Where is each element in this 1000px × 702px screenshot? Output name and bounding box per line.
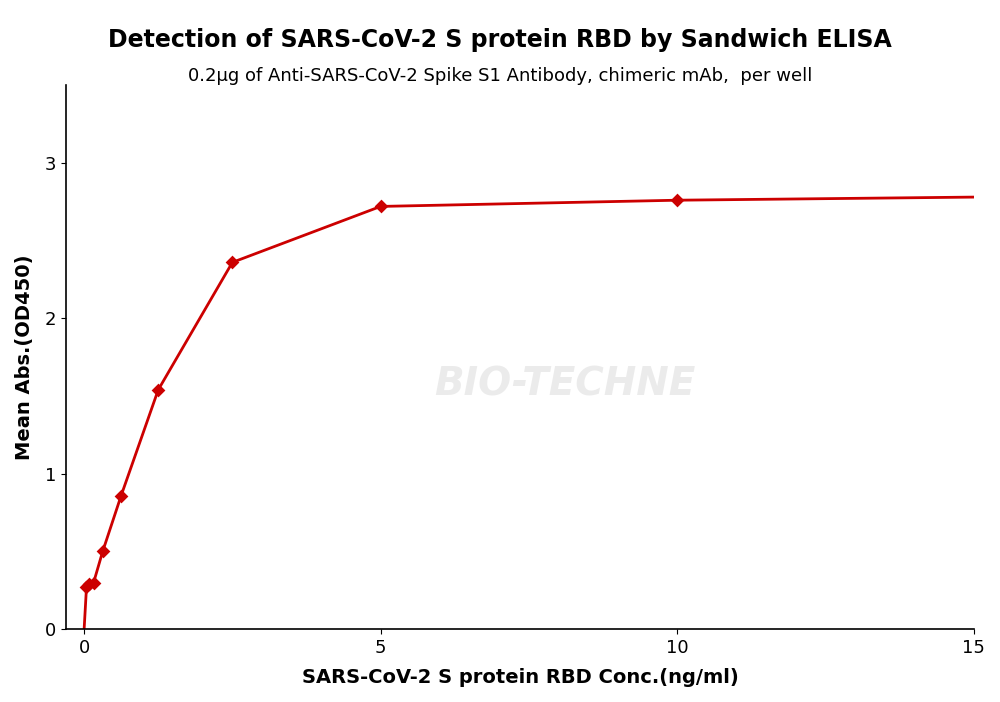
Point xyxy=(86,577,102,588)
Text: Detection of SARS-CoV-2 S protein RBD by Sandwich ELISA: Detection of SARS-CoV-2 S protein RBD by… xyxy=(108,28,892,52)
X-axis label: SARS-CoV-2 S protein RBD Conc.(ng/ml): SARS-CoV-2 S protein RBD Conc.(ng/ml) xyxy=(302,668,738,687)
Point xyxy=(81,578,97,590)
Point xyxy=(78,581,94,592)
Text: 0.2μg of Anti-SARS-CoV-2 Spike S1 Antibody, chimeric mAb,  per well: 0.2μg of Anti-SARS-CoV-2 Spike S1 Antibo… xyxy=(188,67,812,85)
Y-axis label: Mean Abs.(OD450): Mean Abs.(OD450) xyxy=(15,254,34,460)
Point xyxy=(669,194,685,206)
Point xyxy=(150,384,166,395)
Text: BIO-TECHNE: BIO-TECHNE xyxy=(435,365,696,404)
Point xyxy=(95,546,111,557)
Point xyxy=(373,201,389,212)
Point xyxy=(224,257,240,268)
Point xyxy=(113,490,129,501)
